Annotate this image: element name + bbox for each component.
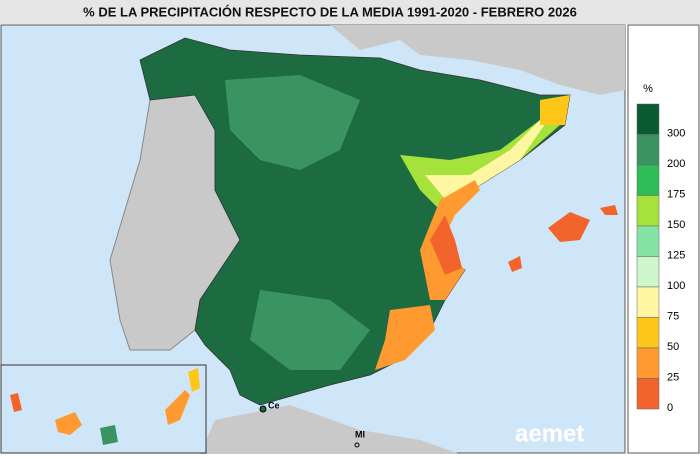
- legend-label: 300: [667, 127, 685, 139]
- region-yellow: [425, 110, 555, 205]
- island: [100, 425, 118, 445]
- legend-label: 200: [667, 158, 685, 170]
- france: [330, 25, 625, 95]
- legend-swatch: [636, 317, 660, 349]
- legend: 300 200 175 150 125 100 75 50 25 0: [636, 103, 685, 414]
- legend-label: 0: [667, 402, 673, 414]
- island: [165, 390, 190, 425]
- map: Ce Ml aemet: [0, 24, 626, 454]
- legend-swatch: [636, 134, 660, 166]
- place-label: Ce: [268, 400, 280, 410]
- legend-unit: %: [643, 83, 653, 95]
- island: [10, 393, 22, 412]
- legend-label: 25: [667, 371, 679, 383]
- region-orange: [375, 305, 435, 370]
- place-label: Ml: [355, 429, 365, 439]
- ceuta: [259, 405, 267, 413]
- melilla: [354, 442, 360, 448]
- legend-swatch: [636, 195, 660, 227]
- island: [55, 412, 82, 435]
- island-ibiza: [508, 256, 522, 272]
- region-amber: [540, 95, 570, 125]
- legend-label: 125: [667, 249, 685, 261]
- legend-label: 50: [667, 341, 679, 353]
- legend-swatch: [636, 256, 660, 288]
- island-menorca: [600, 205, 618, 215]
- legend-swatch: [636, 225, 660, 257]
- legend-swatch: [636, 347, 660, 379]
- logo: aemet: [515, 420, 584, 447]
- island-mallorca: [548, 212, 590, 242]
- title-bar: [0, 0, 700, 24]
- legend-label: 150: [667, 219, 685, 231]
- region-medium: [250, 290, 370, 370]
- legend-label: 100: [667, 280, 685, 292]
- title: % DE LA PRECIPITACIÓN RESPECTO DE LA MED…: [83, 4, 577, 19]
- africa: [200, 405, 460, 454]
- legend-label: 75: [667, 310, 679, 322]
- region-red: [430, 215, 462, 275]
- legend-swatch: [636, 378, 660, 410]
- legend-label: 175: [667, 188, 685, 200]
- island: [188, 368, 200, 392]
- region-orange: [420, 180, 480, 300]
- legend-swatch: [636, 286, 660, 318]
- legend-swatch: [636, 164, 660, 196]
- region-medium: [225, 75, 360, 170]
- legend-swatch: [636, 103, 660, 135]
